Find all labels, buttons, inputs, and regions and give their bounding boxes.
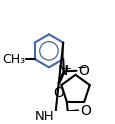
Text: N: N — [58, 64, 68, 78]
Text: O: O — [53, 86, 63, 100]
Text: CH₃: CH₃ — [2, 53, 25, 66]
Text: NH: NH — [35, 110, 54, 123]
Text: −: − — [76, 62, 87, 75]
Text: O: O — [79, 104, 90, 118]
Text: +: + — [62, 64, 72, 74]
Text: O: O — [77, 64, 88, 78]
